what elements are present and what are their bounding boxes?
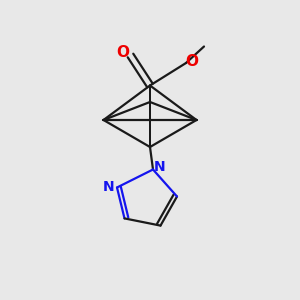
Text: O: O: [116, 45, 129, 60]
Text: O: O: [185, 54, 198, 69]
Text: N: N: [103, 180, 114, 194]
Text: N: N: [154, 160, 165, 174]
